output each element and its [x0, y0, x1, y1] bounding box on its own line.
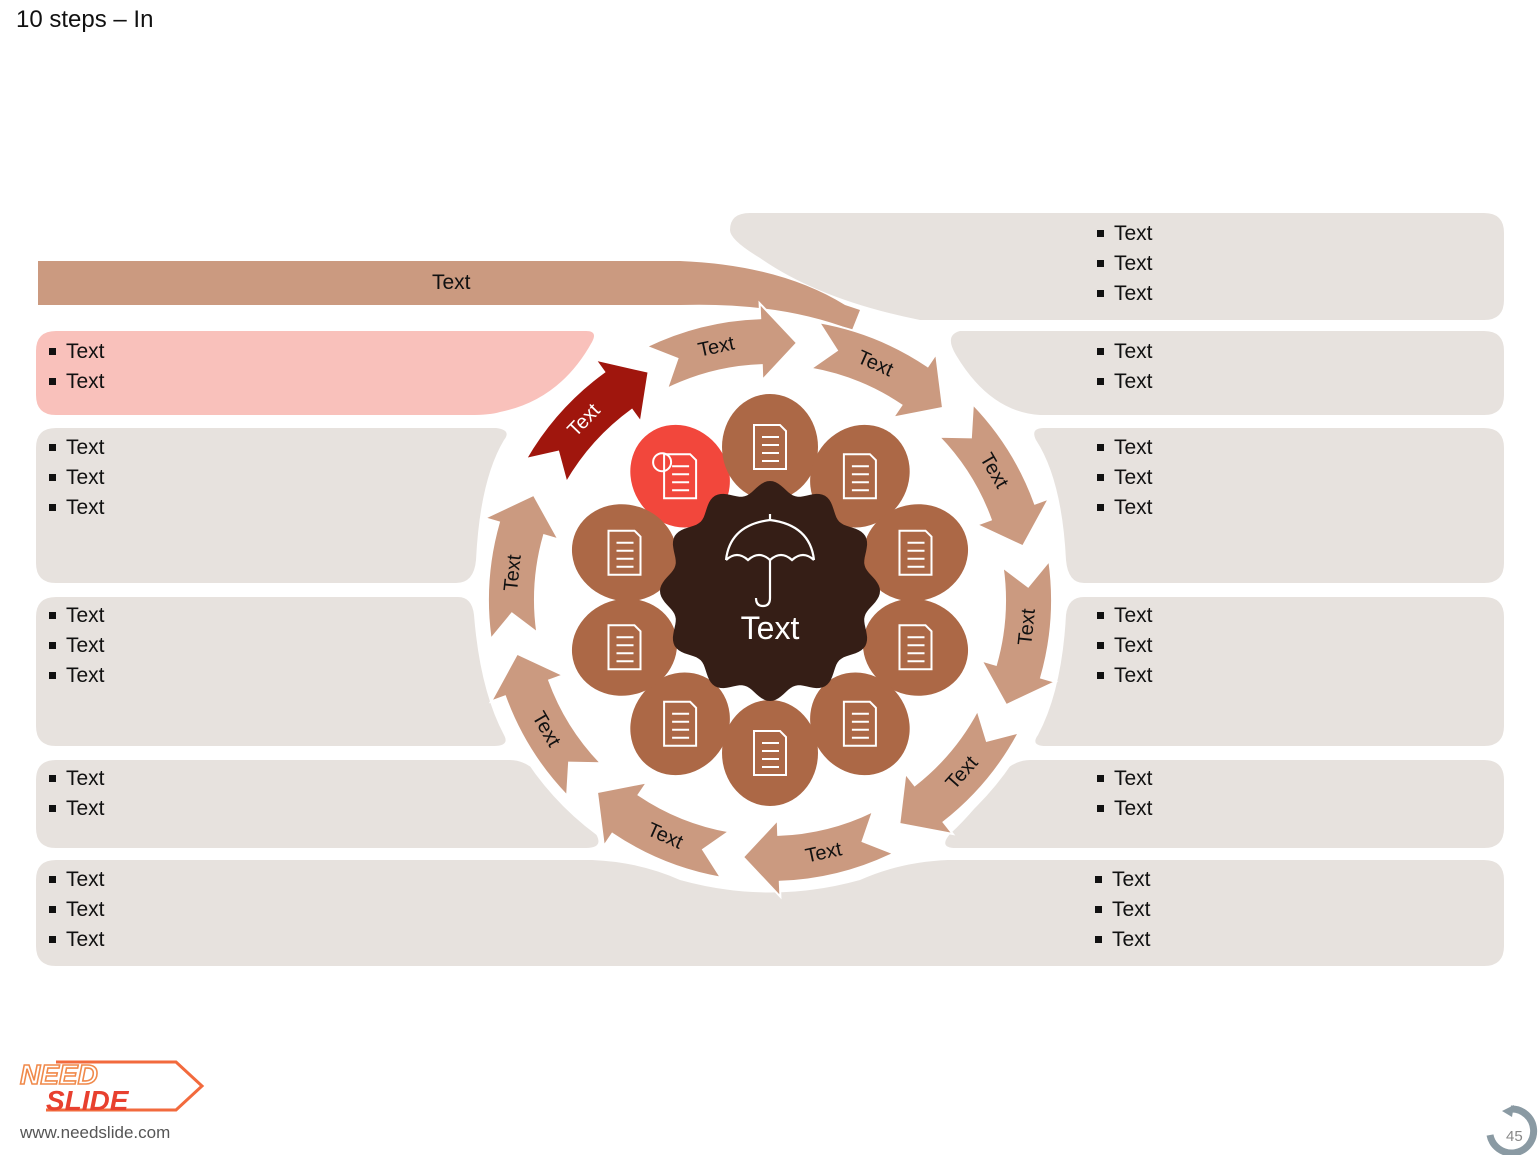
center-node: Text	[660, 481, 880, 701]
panel-right-4	[1035, 597, 1504, 746]
top-entry-arrow	[38, 261, 860, 330]
list-item: Text	[1082, 865, 1151, 895]
list-item: Text	[36, 661, 105, 691]
document-download-icon	[898, 624, 933, 671]
panel-left-3	[36, 597, 506, 746]
step-bubble-7	[722, 700, 818, 806]
list-item: Text	[1084, 463, 1153, 493]
step-bubble-3	[810, 424, 910, 528]
list-item: Text	[1084, 601, 1153, 631]
cycle-arrow-2	[643, 300, 799, 391]
list-item: Text	[36, 463, 105, 493]
page-number: 45	[1506, 1128, 1523, 1145]
panel-left-1	[36, 331, 594, 415]
right-list-2: Text Text	[1084, 337, 1153, 397]
cycle-arrow-5	[979, 558, 1059, 707]
list-item: Text	[1084, 493, 1153, 523]
panel-right-5	[945, 760, 1504, 848]
list-item: Text	[1084, 279, 1153, 309]
list-item: Text	[36, 631, 105, 661]
cycle-arrow-3	[808, 320, 945, 420]
step-bubble-10	[571, 504, 678, 602]
right-list-5: Text Text	[1084, 764, 1153, 824]
center-label: Text	[741, 610, 800, 646]
needslide-logo: NEED SLIDE	[19, 1058, 205, 1116]
documents-stack-icon	[842, 700, 877, 747]
step-bubble-9	[571, 598, 678, 696]
documents-stack-icon	[607, 624, 642, 671]
list-item: Text	[1084, 219, 1153, 249]
cycle-arrow-label-5: Text	[1014, 607, 1040, 646]
svg-text:SLIDE: SLIDE	[46, 1085, 130, 1116]
left-list-2: Text Text Text	[36, 433, 105, 523]
calculator-icon	[652, 452, 698, 500]
top-bar-label: Text	[432, 271, 471, 294]
document-upload-icon	[753, 424, 787, 470]
umbrella-icon	[724, 514, 816, 608]
list-item: Text	[1084, 433, 1153, 463]
right-list-4: Text Text Text	[1084, 601, 1153, 691]
cycle-arrow-8	[595, 780, 732, 880]
list-item: Text	[1084, 367, 1153, 397]
list-item: Text	[36, 601, 105, 631]
panel-left-4	[36, 760, 599, 848]
list-item: Text	[36, 895, 105, 925]
right-list-3: Text Text Text	[1084, 433, 1153, 523]
list-item: Text	[36, 493, 105, 523]
left-list-5: Text Text Text	[36, 865, 105, 955]
checklist-upload-icon	[663, 700, 698, 747]
checklist-icon	[753, 730, 787, 776]
list-item: Text	[1084, 337, 1153, 367]
checklist-download-icon	[607, 529, 642, 576]
slide-title: 10 steps – In	[16, 6, 154, 33]
cycle-arrow-6	[898, 707, 1021, 836]
list-item: Text	[36, 367, 105, 397]
page-badge-icon	[1486, 1105, 1538, 1155]
panel-right-3	[1034, 428, 1504, 583]
list-item: Text	[36, 764, 105, 794]
checklist-upload-icon	[842, 453, 877, 500]
list-item: Text	[36, 433, 105, 463]
left-list-1: Text Text	[36, 337, 105, 397]
cycle-arrow-1	[523, 358, 650, 486]
step-bubble-1	[630, 424, 730, 528]
panel-bottom	[36, 860, 1504, 966]
cycle-arrow-7	[741, 809, 897, 900]
panel-right-1	[730, 213, 1504, 320]
list-item: Text	[1082, 895, 1151, 925]
cycle-arrow-10	[481, 493, 561, 642]
left-list-3: Text Text Text	[36, 601, 105, 691]
cycle-arrow-9	[488, 652, 604, 799]
certificate-icon	[898, 529, 933, 576]
step-bubble-2	[722, 394, 818, 500]
cycle-arrow-label-10: Text	[500, 553, 526, 592]
list-item: Text	[36, 794, 105, 824]
list-item: Text	[1084, 661, 1153, 691]
panel-right-2	[950, 331, 1504, 415]
list-item: Text	[1084, 631, 1153, 661]
list-item: Text	[36, 925, 105, 955]
left-list-4: Text Text	[36, 764, 105, 824]
step-bubble-8	[630, 672, 730, 776]
footer-url: www.needslide.com	[20, 1123, 171, 1142]
right-list-6: Text Text Text	[1082, 865, 1151, 955]
step-bubble-5	[862, 598, 969, 696]
list-item: Text	[36, 337, 105, 367]
list-item: Text	[1084, 794, 1153, 824]
list-item: Text	[1084, 764, 1153, 794]
cycle-arrow-4	[936, 401, 1052, 548]
step-bubble-6	[810, 672, 910, 776]
step-bubble-4	[862, 504, 969, 602]
list-item: Text	[1084, 249, 1153, 279]
svg-text:NEED: NEED	[20, 1059, 98, 1090]
panel-left-2	[36, 428, 507, 583]
right-list-1: Text Text Text	[1084, 219, 1153, 309]
list-item: Text	[1082, 925, 1151, 955]
list-item: Text	[36, 865, 105, 895]
